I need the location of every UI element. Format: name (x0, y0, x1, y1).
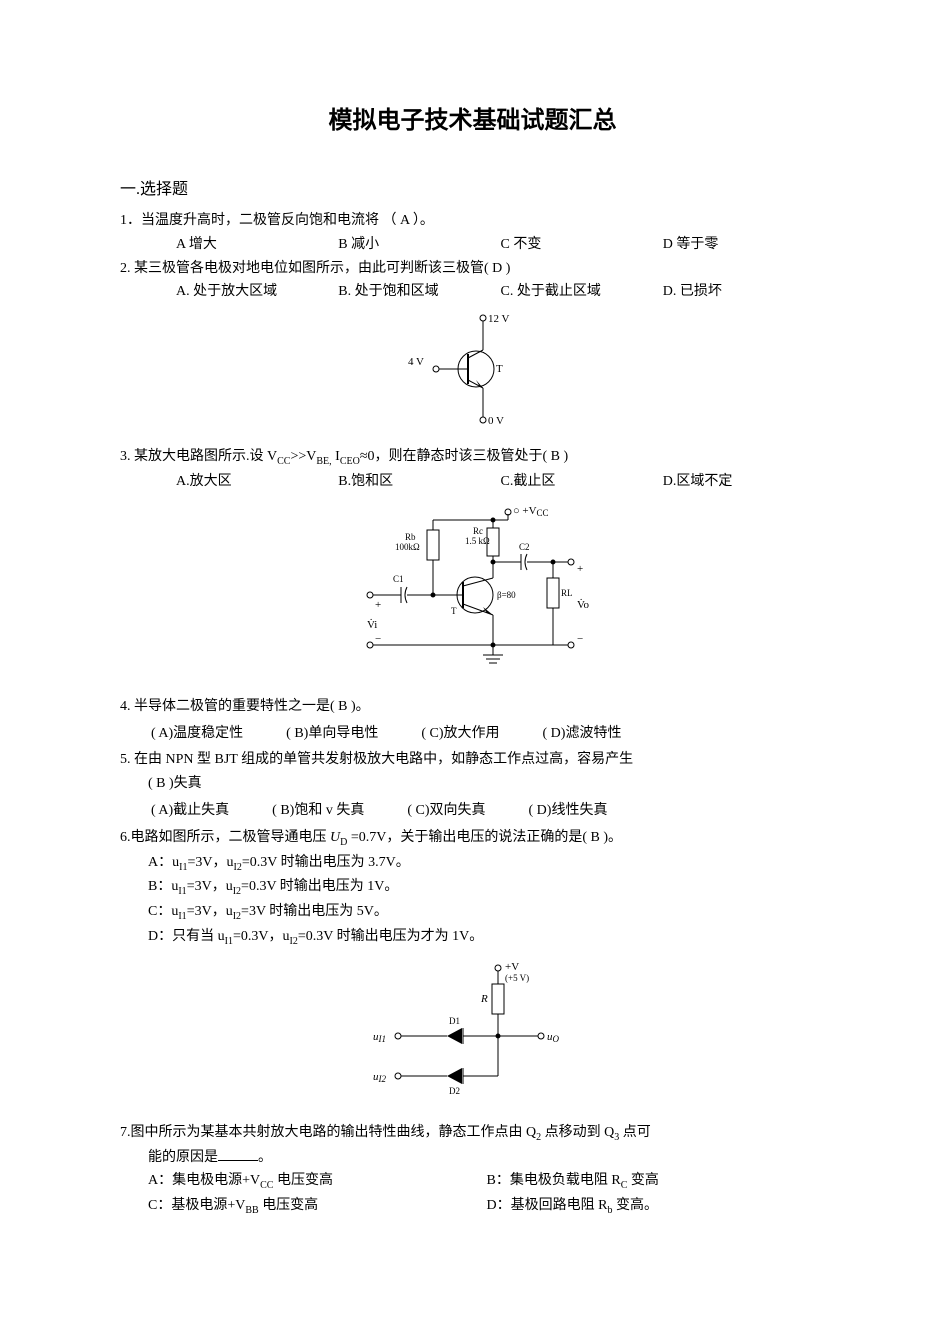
fig6-v5: (+5 V) (505, 973, 529, 983)
figure-q6: +V (+5 V) R D1 D2 uI1 uI2 uO (120, 956, 825, 1111)
q5-options: ( A)截止失真 ( B)饱和 v 失真 ( C)双向失真 ( D)线性失真 (120, 796, 825, 826)
q4-opt-d: ( D)滤波特性 (542, 721, 662, 747)
fig3-rcval: 1.5 kΩ (465, 536, 490, 546)
fig3-vo: V̇o (577, 599, 590, 611)
q5-opt-a: ( A)截止失真 (150, 798, 269, 824)
q7-opt-a: A：集电极电源+VCC 电压变高 (148, 1169, 487, 1194)
fig3-t: T (451, 606, 457, 616)
q7-opt-d: D：基极回路电阻 Rb 变高。 (487, 1194, 826, 1219)
q5-opt-d: ( D)线性失真 (528, 798, 648, 824)
q4-opt-b: ( B)单向导电性 (285, 721, 418, 747)
question-5: 5. 在由 NPN 型 BJT 组成的单管共发射极放大电路中，如静态工作点过高，… (120, 748, 825, 772)
question-1: 1．当温度升高时，二极管反向饱和电流将 （ A ）。 (120, 209, 825, 233)
q7-opt-c: C：基极电源+VBB 电压变高 (148, 1194, 487, 1219)
q2-opt-b: B. 处于饱和区域 (338, 280, 500, 304)
q6-opt-b: B：uI1=3V，uI2=0.3V 时输出电压为 1V。 (120, 875, 825, 900)
q6-opt-a: A：uI1=3V，uI2=0.3V 时输出电压为 3.7V。 (120, 851, 825, 876)
fig3-vcc: ○ +VCC (513, 505, 549, 518)
question-2: 2. 某三极管各电极对地电位如图所示，由此可判断该三极管( D ) (120, 257, 825, 281)
section-heading: 一.选择题 (120, 175, 825, 199)
figure-q2: 12 V 4 V 0 V T (120, 310, 825, 435)
figure-q3: ○ +VCC Rb 100kΩ Rc 1.5 kΩ C1 C2 β=80 T R… (120, 500, 825, 685)
q3-opt-a: A.放大区 (176, 470, 338, 494)
fig3-vi: V̇i (367, 619, 377, 631)
q2-opt-d: D. 已损坏 (663, 280, 825, 304)
q6-opt-c: C：uI1=3V，uI2=3V 时输出电压为 5V。 (120, 900, 825, 925)
fig3-rb: Rb (405, 532, 416, 542)
q4-opt-c: ( C)放大作用 (420, 721, 539, 747)
q3-opt-c: C.截止区 (501, 470, 663, 494)
question-6: 6.电路如图所示，二极管导通电压 UD =0.7V，关于输出电压的说法正确的是(… (120, 826, 825, 851)
fig6-v: +V (505, 961, 519, 973)
q4-options: ( A)温度稳定性 ( B)单向导电性 ( C)放大作用 ( D)滤波特性 (120, 719, 825, 749)
q4-opt-a: ( A)温度稳定性 (150, 721, 283, 747)
question-4: 4. 半导体二极管的重要特性之一是( B )。 (120, 695, 825, 719)
fig6-r: R (480, 993, 488, 1005)
fig2-0v: 0 V (488, 415, 504, 427)
q1-opt-b: B 减小 (338, 233, 500, 257)
q1-opt-a: A 增大 (176, 233, 338, 257)
q3-opt-d: D.区域不定 (663, 470, 825, 494)
q5-opt-c: ( C)双向失真 (406, 798, 525, 824)
q1-options: A 增大 B 减小 C 不变 D 等于零 (120, 233, 825, 257)
svg-text:−: − (375, 633, 381, 645)
q3-options: A.放大区 B.饱和区 C.截止区 D.区域不定 (120, 470, 825, 494)
q3-opt-b: B.饱和区 (338, 470, 500, 494)
question-7: 7.图中所示为某基本共射放大电路的输出特性曲线，静态工作点由 Q2 点移动到 Q… (120, 1121, 825, 1146)
fig3-beta: β=80 (497, 590, 516, 600)
fig3-c2: C2 (519, 542, 530, 552)
q2-opt-c: C. 处于截止区域 (501, 280, 663, 304)
fig3-rc: Rc (473, 526, 483, 536)
blank-underline (218, 1147, 258, 1161)
fig3-c1: C1 (393, 574, 404, 584)
page-title: 模拟电子技术基础试题汇总 (120, 100, 825, 135)
svg-text:−: − (577, 633, 583, 645)
fig6-ui2: uI2 (373, 1071, 386, 1084)
q2-opt-a: A. 处于放大区域 (176, 280, 338, 304)
fig3-rbval: 100kΩ (395, 542, 420, 552)
q6-opt-d: D：只有当 uI1=0.3V，uI2=0.3V 时输出电压为才为 1V。 (120, 925, 825, 950)
q1-opt-c: C 不变 (501, 233, 663, 257)
fig2-4v: 4 V (408, 356, 424, 368)
fig6-d1: D1 (449, 1016, 460, 1026)
q5-opt-b: ( B)饱和 v 失真 (271, 798, 404, 824)
question-5-line2: ( B )失真 (120, 772, 825, 796)
fig2-12v: 12 V (488, 313, 510, 325)
svg-text:+: + (577, 563, 583, 575)
page: 模拟电子技术基础试题汇总 一.选择题 1．当温度升高时，二极管反向饱和电流将 （… (0, 0, 945, 1279)
question-7-line2: 能的原因是。 (120, 1146, 825, 1170)
fig6-d2: D2 (449, 1086, 460, 1096)
svg-text:+: + (375, 599, 381, 611)
fig2-t: T (496, 363, 503, 375)
fig3-rl: RL (561, 588, 573, 598)
fig6-ui1: uI1 (373, 1031, 386, 1044)
q2-options: A. 处于放大区域 B. 处于饱和区域 C. 处于截止区域 D. 已损坏 (120, 280, 825, 304)
question-3: 3. 某放大电路图所示.设 VCC>>VBE, ICEO≈0，则在静态时该三极管… (120, 445, 825, 470)
q1-opt-d: D 等于零 (663, 233, 825, 257)
q7-options: A：集电极电源+VCC 电压变高 B：集电极负载电阻 RC 变高 C：基极电源+… (120, 1169, 825, 1219)
q7-opt-b: B：集电极负载电阻 RC 变高 (487, 1169, 826, 1194)
fig6-uo: uO (547, 1031, 560, 1044)
